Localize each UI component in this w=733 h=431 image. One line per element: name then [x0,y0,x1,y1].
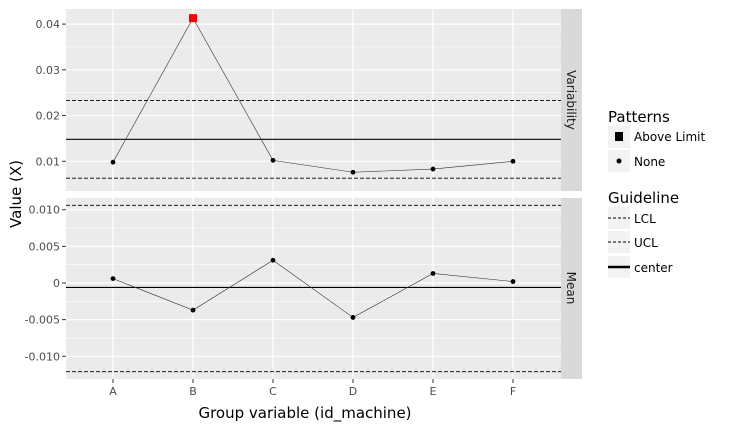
y-tick-label-variability: 0.01 [36,155,61,168]
x-tick-label-f: F [510,385,516,398]
legend-label-lcl: LCL [634,212,656,226]
legend-label-center: center [634,261,673,275]
point-variability-c [270,157,276,163]
point-mean-e [430,271,436,276]
x-tick-label-a: A [109,385,117,398]
x-tick-label-d: D [349,385,357,398]
point-variability-d [350,169,356,175]
series-line-mean [112,259,514,318]
point-mean-a [110,276,116,282]
strip-label-variability: Variability [564,70,578,130]
strip-label-mean: Mean [564,272,578,305]
y-tick-label-mean: 0 [53,277,60,290]
point-variability-e [430,166,436,172]
y-tick-label-mean: -0.005 [25,314,60,327]
y-tick-label-variability: 0.03 [36,64,61,77]
legend-title-patterns: Patterns [608,108,670,126]
legend-dot-icon [616,158,622,164]
point-mean-f [510,279,516,284]
legend-label-above-limit: Above Limit [634,130,706,144]
y-tick-label-variability: 0.04 [36,18,61,31]
legend-square-icon [615,132,623,141]
legend-title-guideline: Guideline [608,189,679,207]
x-axis-title: Group variable (id_machine) [198,404,411,423]
x-tick-label-b: B [189,385,197,398]
point-variability-f [510,158,516,164]
y-tick-label-mean: 0.010 [29,204,61,217]
legend-label-ucl: UCL [634,236,658,250]
y-tick-label-mean: -0.010 [25,350,60,363]
series-line-variability [112,17,514,173]
panel-mean [66,198,561,379]
point-above-limit-variability-b [189,14,197,23]
y-axis-title: Value (X) [7,160,25,228]
y-tick-label-variability: 0.02 [36,110,61,123]
x-tick-label-c: C [269,385,277,398]
strip-mean [561,198,582,379]
y-tick-label-mean: 0.005 [29,240,61,253]
legend-label-none: None [634,155,665,169]
point-mean-d [350,315,356,320]
x-tick-label-e: E [430,385,437,398]
point-variability-a [110,159,116,165]
panel-variability [66,9,561,191]
point-mean-c [270,257,276,263]
point-mean-b [190,307,196,313]
strip-variability [561,9,582,191]
